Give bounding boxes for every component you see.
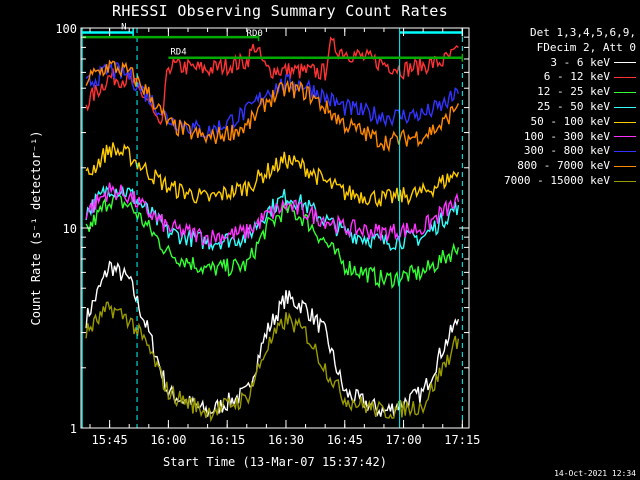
legend-header-line: FDecim 2, Att 0 — [536, 40, 636, 54]
legend-entry: 6 - 12 keV — [476, 70, 636, 85]
footer-timestamp: 14-Oct-2021 12:34 — [554, 469, 636, 478]
series-line — [85, 301, 460, 423]
series-line — [85, 182, 460, 248]
y-axis-title: Count Rate (s⁻¹ detector⁻¹) — [29, 130, 43, 325]
legend-swatch — [614, 121, 636, 123]
series-line — [85, 260, 460, 417]
legend-label: 25 - 50 keV — [537, 99, 610, 113]
legend-header-line: Det 1,3,4,5,6,9, — [530, 26, 636, 39]
legend-label: 300 - 800 keV — [523, 144, 610, 158]
x-tick-label: 16:15 — [209, 433, 245, 447]
legend-label: 7000 - 15000 keV — [504, 173, 610, 187]
legend-swatch — [614, 136, 636, 138]
legend-label: 3 - 6 keV — [550, 55, 610, 69]
legend-entry: 25 - 50 keV — [476, 100, 636, 115]
series-12-25-kev — [85, 193, 460, 289]
x-axis-title: Start Time (13-Mar-07 15:37:42) — [163, 455, 387, 469]
legend-swatch — [614, 151, 636, 153]
legend-entry: 300 - 800 keV — [476, 144, 636, 159]
series-line — [85, 193, 460, 289]
series-50-100-kev — [85, 142, 460, 208]
series-line — [85, 36, 459, 126]
legend-label: 100 - 300 keV — [523, 129, 610, 143]
series-7000-15000-kev — [85, 301, 460, 423]
series-800-7000-kev — [85, 59, 460, 153]
series-line — [85, 59, 460, 153]
x-tick-label: 17:15 — [444, 433, 480, 447]
legend-swatch — [614, 180, 636, 182]
legend-entry: 800 - 7000 keV — [476, 159, 636, 174]
x-tick-label: 16:00 — [150, 433, 186, 447]
series-100-300-kev — [85, 182, 460, 248]
y-tick-label: 10 — [63, 222, 77, 236]
legend-swatch — [614, 106, 636, 108]
annotation-label-rd0: RD0 — [247, 29, 263, 39]
series-6-12-kev — [85, 36, 459, 126]
legend-entry: 50 - 100 keV — [476, 115, 636, 130]
annotation-label-rd4: RD4 — [170, 48, 186, 58]
y-tick-label: 100 — [55, 22, 77, 36]
legend-label: 800 - 7000 keV — [517, 159, 610, 173]
y-tick-label: 1 — [70, 422, 77, 436]
legend-entry: 100 - 300 keV — [476, 130, 636, 145]
legend-swatch — [614, 77, 636, 79]
legend-entry: 3 - 6 keV — [476, 56, 636, 71]
legend-label: 12 - 25 keV — [537, 85, 610, 99]
legend-swatch — [614, 166, 636, 168]
legend-label: 50 - 100 keV — [530, 114, 610, 128]
legend-label: 6 - 12 keV — [543, 70, 610, 84]
chart-title: RHESSI Observing Summary Count Rates — [112, 2, 448, 20]
x-tick-label: 15:45 — [92, 433, 128, 447]
legend-entry: 7000 - 15000 keV — [476, 174, 636, 189]
legend-entry: 12 - 25 keV — [476, 85, 636, 100]
x-tick-label: 16:45 — [327, 433, 363, 447]
annotation-label-n: N — [121, 22, 126, 32]
x-tick-label: 17:00 — [385, 433, 421, 447]
series-line — [85, 142, 460, 208]
series-3-6-kev — [85, 260, 460, 417]
legend-swatch — [614, 62, 636, 64]
x-tick-label: 16:30 — [268, 433, 304, 447]
legend-swatch — [614, 92, 636, 94]
